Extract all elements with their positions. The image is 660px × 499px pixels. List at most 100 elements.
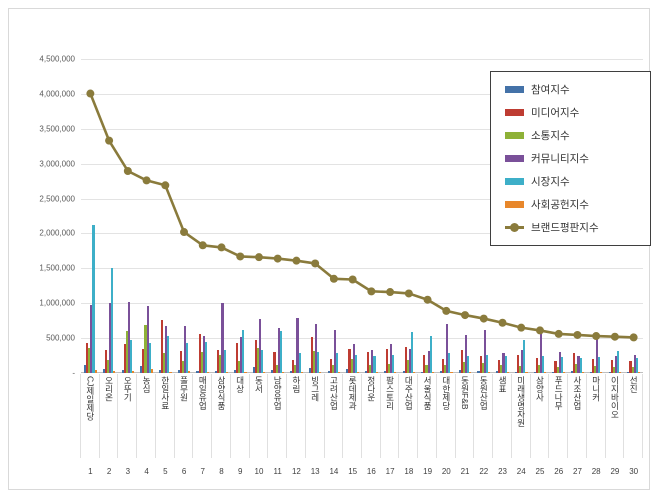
line-marker [517, 323, 526, 332]
y-axis-tick-label: 2,000,000 [39, 228, 75, 238]
bar-사회공헌지수 [375, 372, 378, 373]
category-label: 동원F&B [460, 376, 471, 410]
line-marker [198, 241, 207, 250]
bar-커뮤니티지수 [633, 354, 636, 373]
bar-참여지수 [627, 372, 630, 373]
category-cell: 서울식품 [417, 374, 437, 458]
category-label: 남양유업 [272, 376, 283, 410]
legend-item[interactable]: 사회공헌지수 [491, 193, 650, 216]
bar-미디어지수 [610, 360, 613, 373]
bar-group [381, 59, 400, 373]
category-label: 삼양사 [534, 376, 545, 402]
category-label: 하림 [291, 376, 302, 393]
bar-사회공헌지수 [113, 371, 116, 373]
legend-swatch-icon [505, 86, 524, 93]
line-marker [311, 259, 320, 268]
legend-label: 사회공헌지수 [531, 199, 589, 211]
bar-소통지수 [444, 365, 447, 373]
category-cell: 빙그레 [304, 374, 325, 458]
bar-참여지수 [458, 369, 461, 373]
bar-사회공헌지수 [206, 371, 210, 373]
legend-item[interactable]: 소통지수 [491, 124, 650, 147]
legend-item[interactable]: 미디어지수 [491, 101, 650, 124]
bar-참여지수 [496, 371, 499, 373]
bar-참여지수 [439, 371, 443, 373]
category-label: 동서 [253, 376, 264, 393]
legend-item[interactable]: 참여지수 [491, 78, 650, 101]
bar-소통지수 [612, 366, 615, 373]
category-cell: 오리온 [98, 374, 119, 458]
bar-사회공헌지수 [356, 372, 359, 373]
rank-label: 15 [348, 466, 358, 476]
bar-group [268, 59, 287, 373]
rank-label: 2 [106, 466, 112, 476]
legend-item[interactable]: 커뮤니티지수 [491, 147, 650, 170]
rank-label: 21 [460, 466, 470, 476]
category-label: 롯데제과 [347, 376, 358, 410]
x-axis-category-labels: CJ제일제당 오리온 오뚜기 농심 한일사료 풀무원 매일유업 삼양식품 대상 동서 남양유업 하림 빙… [80, 374, 644, 458]
category-label: 푸드나무 [553, 376, 564, 410]
category-label: 빙그레 [310, 376, 321, 402]
brand-reputation-line [86, 89, 638, 342]
y-axis-tick-label: 1,500,000 [39, 263, 75, 273]
line-marker [123, 166, 132, 175]
bar-참여지수 [383, 371, 386, 373]
y-axis-tick-label: 3,500,000 [39, 124, 75, 134]
bar-시장지수 [616, 351, 620, 373]
bar-커뮤니티지수 [558, 352, 561, 373]
bar-참여지수 [271, 370, 274, 373]
bar-미디어지수 [217, 349, 220, 373]
bar-소통지수 [331, 364, 334, 373]
bar-커뮤니티지수 [408, 348, 411, 373]
bar-시장지수 [448, 353, 451, 373]
bar-group [399, 59, 418, 373]
rank-label: 5 [163, 466, 168, 476]
bar-참여지수 [233, 370, 237, 373]
category-cell: 농심 [136, 374, 156, 458]
gridline [81, 338, 643, 340]
bar-시장지수 [504, 356, 507, 373]
bar-미디어지수 [629, 361, 632, 373]
bar-시장지수 [204, 342, 207, 373]
x-axis-rank-labels: 1 2 3 4 5 6 7 8 9 10 11 12 13 14 15 16 17 18 19 20 21 22 23 24 2… [81, 461, 643, 481]
bar-group [418, 59, 437, 373]
rank-label: 6 [181, 466, 187, 476]
y-axis-tick-label: 1,000,000 [39, 298, 75, 308]
bar-소통지수 [387, 363, 391, 373]
category-label: 매일유업 [197, 376, 208, 410]
category-label: 정다운 [366, 376, 377, 402]
line-marker [273, 254, 282, 263]
legend-swatch-icon [505, 223, 524, 232]
y-axis-tick-label: - [72, 368, 75, 378]
category-cell: 샘표 [492, 374, 512, 458]
gridline [81, 303, 643, 305]
bar-참여지수 [608, 371, 611, 373]
legend-item[interactable]: 시장지수 [491, 170, 650, 193]
bar-미디어지수 [423, 354, 426, 373]
bar-미디어지수 [329, 359, 332, 373]
bar-사회공헌지수 [431, 372, 434, 373]
category-label: 한일사료 [160, 376, 171, 410]
category-cell: 한일사료 [154, 374, 175, 458]
bar-사회공헌지수 [413, 372, 416, 373]
category-cell: 롯데제과 [342, 374, 363, 458]
rank-label: 29 [610, 466, 620, 476]
rank-label: 4 [144, 466, 149, 476]
category-cell: CJ제일제당 [80, 374, 100, 458]
rank-label: 11 [273, 466, 282, 476]
bar-시장지수 [579, 357, 582, 373]
category-cell: 풀무원 [173, 374, 194, 458]
bar-사회공헌지수 [581, 372, 584, 373]
bar-소통지수 [294, 365, 297, 373]
legend-item[interactable]: 브랜드평판지수 [491, 216, 650, 239]
bar-참여지수 [102, 368, 105, 373]
bar-커뮤니티지수 [146, 306, 149, 373]
category-cell: 사조산업 [567, 374, 587, 458]
category-label: 미래생명자원 [516, 376, 527, 427]
bar-group [456, 59, 475, 373]
legend-label: 브랜드평판지수 [531, 222, 599, 234]
bar-커뮤니티지수 [446, 324, 449, 373]
bar-소통지수 [238, 361, 241, 373]
bar-커뮤니티지수 [390, 343, 393, 373]
bar-group [325, 59, 344, 373]
